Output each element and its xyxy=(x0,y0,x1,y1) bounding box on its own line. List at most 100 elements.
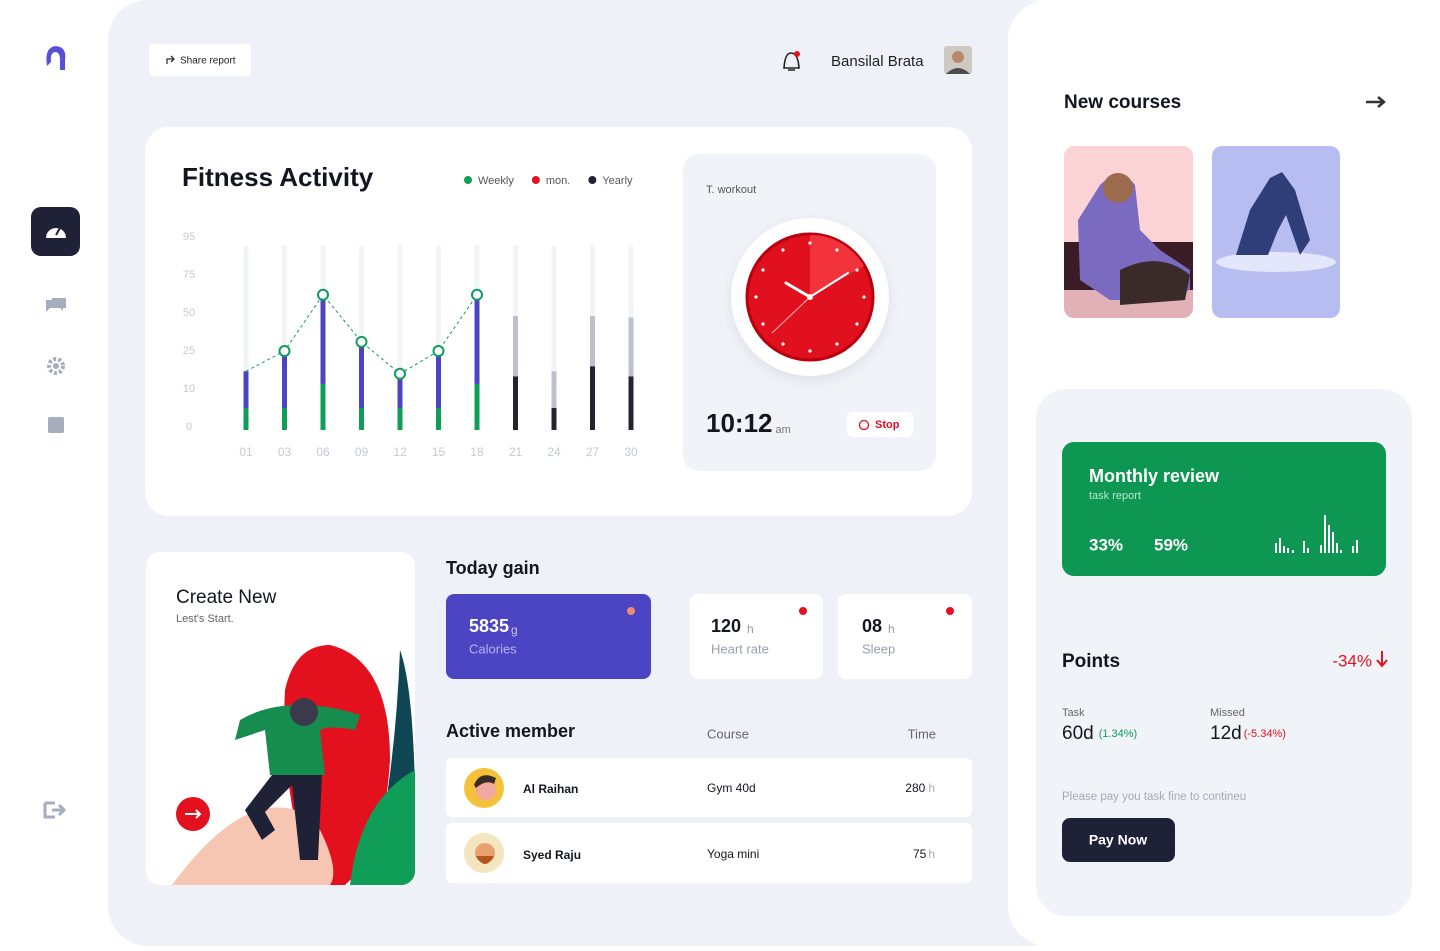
calories-card[interactable] xyxy=(446,594,651,679)
column-header: Time xyxy=(908,726,936,741)
legend-dot xyxy=(588,176,597,184)
x-tick-label: 15 xyxy=(432,445,446,459)
task-value: 60d (1.34%) xyxy=(1062,723,1137,744)
value: 60d xyxy=(1062,723,1094,744)
member-time: 75 h xyxy=(913,847,935,861)
time-period: am xyxy=(776,424,791,436)
card-dot xyxy=(799,607,807,615)
unit: h xyxy=(747,622,754,636)
calories-value: 5835 g xyxy=(469,616,518,637)
trend-point xyxy=(432,345,445,357)
sidebar xyxy=(31,46,80,819)
bar-segment xyxy=(590,316,595,367)
x-tick-label: 30 xyxy=(624,445,638,459)
x-tick-label: 27 xyxy=(586,445,600,459)
change: (1.34%) xyxy=(1099,728,1138,740)
bell-icon[interactable] xyxy=(783,52,800,71)
trend-point xyxy=(317,288,329,301)
y-tick-label: 0 xyxy=(186,421,192,433)
x-tick-label: 18 xyxy=(470,445,484,459)
legend-label: Yearly xyxy=(602,175,633,187)
share-icon xyxy=(166,55,175,64)
legend-label: mon. xyxy=(546,175,570,187)
sleep-value: 08 h xyxy=(862,616,895,636)
unit: h xyxy=(928,847,935,861)
time-value: 10:12 xyxy=(706,408,773,438)
courses-arrow[interactable] xyxy=(1366,96,1386,108)
y-tick-label: 75 xyxy=(183,269,195,281)
bar-segment xyxy=(436,351,441,408)
value: 120 xyxy=(711,616,741,636)
hour-hand xyxy=(784,281,812,299)
stop-button[interactable] xyxy=(847,412,913,437)
nav-logout[interactable] xyxy=(43,801,67,819)
trend-point xyxy=(394,367,406,380)
bar-segment xyxy=(513,316,518,377)
monthly-stat: 59% xyxy=(1154,535,1188,554)
unit: h xyxy=(928,781,935,795)
course-image[interactable] xyxy=(1212,146,1340,318)
bar-segment xyxy=(243,408,249,430)
pay-button[interactable] xyxy=(1062,818,1175,862)
member-course: Gym 40d xyxy=(707,781,756,795)
avatar-body xyxy=(946,68,970,74)
share-button[interactable] xyxy=(149,44,251,76)
logo xyxy=(46,46,66,70)
column-header: Course xyxy=(707,726,749,741)
value: 12d xyxy=(1210,723,1242,744)
bar-segment xyxy=(551,371,557,408)
new-courses-title: New courses xyxy=(1064,92,1181,113)
trend-point xyxy=(355,335,368,348)
nav-settings-hub xyxy=(53,363,59,369)
active-title: Active member xyxy=(446,721,575,741)
bar-segment xyxy=(282,408,287,430)
points-note: Please pay you task fine to contineu xyxy=(1062,791,1246,803)
fitness-title: Fitness Activity xyxy=(182,162,374,192)
missed-value: 12d (-5.34%) xyxy=(1210,723,1286,744)
legend-dot xyxy=(531,176,540,184)
bar-segment xyxy=(590,366,595,430)
avatar-face xyxy=(476,780,496,800)
points-title: Points xyxy=(1062,651,1120,672)
change: (-5.34%) xyxy=(1244,728,1286,740)
bar-segment xyxy=(397,373,403,408)
create-subtitle: Lest's Start. xyxy=(176,613,234,625)
member-row[interactable] xyxy=(446,823,972,883)
bar-segment xyxy=(397,408,403,430)
nav-messages[interactable] xyxy=(46,298,66,312)
nav-calendar[interactable] xyxy=(48,417,64,433)
workout-label: T. workout xyxy=(706,184,756,196)
nav-settings[interactable] xyxy=(47,357,65,375)
card-dot xyxy=(627,607,635,615)
bar-segment xyxy=(513,376,518,430)
monthly-subtitle: task report xyxy=(1089,490,1141,502)
monthly-sparkbars xyxy=(1275,515,1358,553)
y-tick-label: 10 xyxy=(183,383,195,395)
trend-point xyxy=(278,345,291,357)
bar-segment xyxy=(320,294,326,384)
member-row[interactable] xyxy=(446,758,972,817)
value: 08 xyxy=(862,616,882,636)
create-arrow-icon xyxy=(185,809,202,819)
x-tick-label: 03 xyxy=(278,445,292,459)
calories-label: Calories xyxy=(469,641,517,656)
down-arrow xyxy=(1376,651,1388,668)
bar-segment xyxy=(628,317,634,377)
y-tick-label: 50 xyxy=(183,307,195,319)
course-image[interactable] xyxy=(1064,146,1193,318)
monthly-review-card[interactable] xyxy=(1062,442,1386,576)
member-course: Yoga mini xyxy=(707,847,759,861)
bar-segment xyxy=(359,408,364,430)
x-tick-label: 12 xyxy=(393,445,407,459)
heart-card[interactable] xyxy=(690,594,823,679)
sleep-card[interactable] xyxy=(838,594,972,679)
workout-time: 10:12 am xyxy=(706,408,791,438)
avatar-face xyxy=(952,51,964,63)
avatar-beard xyxy=(476,856,494,864)
time: 75 xyxy=(913,847,927,861)
x-tick-label: 24 xyxy=(547,445,561,459)
y-tick-label: 95 xyxy=(183,231,195,243)
legend-dot xyxy=(464,176,472,184)
user-name: Bansilal Brata xyxy=(831,53,924,70)
